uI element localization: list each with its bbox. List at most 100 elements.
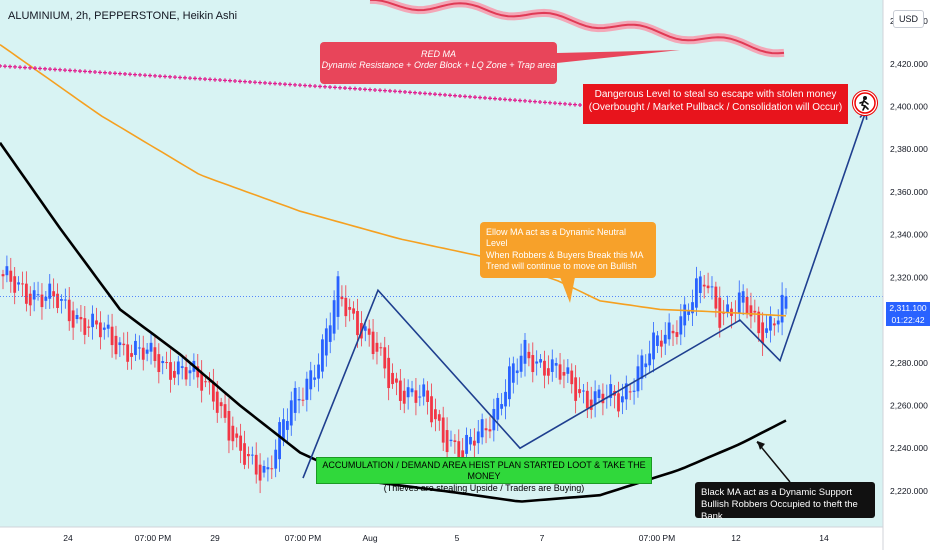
pink-ma-marker — [198, 76, 202, 81]
candle — [250, 454, 254, 456]
accumulation-annotation[interactable]: ACCUMULATION / DEMAND AREA HEIST PLAN ST… — [316, 457, 652, 493]
black-ma-line-1: Black MA act as a Dynamic Support — [701, 487, 853, 498]
price-axis[interactable] — [883, 0, 932, 550]
candle — [406, 387, 410, 398]
candle — [313, 377, 317, 380]
pink-ma-marker — [543, 100, 547, 105]
y-tick-label: 2,360.000 — [890, 187, 928, 197]
pink-ma-marker — [443, 92, 447, 97]
candle — [278, 422, 281, 460]
candle — [543, 360, 546, 376]
candle — [391, 372, 394, 385]
pink-ma-marker — [213, 77, 217, 82]
last-price-value: 2,311.100 — [889, 303, 927, 313]
danger-level-annotation[interactable]: Dangerous Level to steal so escape with … — [583, 84, 848, 124]
pink-ma-marker — [383, 88, 387, 93]
candle — [24, 283, 28, 304]
pink-ma-marker — [238, 79, 242, 84]
candle — [593, 391, 597, 405]
candle — [352, 308, 355, 314]
candle — [297, 399, 301, 401]
pink-ma-marker — [358, 87, 362, 92]
candle — [36, 294, 40, 296]
x-tick-label: Aug — [362, 533, 377, 543]
candle — [173, 370, 176, 378]
pink-ma-marker — [23, 65, 27, 70]
pink-ma-marker — [333, 85, 337, 90]
candle — [169, 362, 172, 380]
thief-icon — [852, 90, 878, 116]
candle — [765, 328, 768, 333]
candle — [679, 316, 683, 335]
pink-ma-marker — [153, 73, 157, 78]
candle — [395, 378, 398, 383]
candle — [457, 441, 461, 460]
candle — [780, 294, 784, 323]
pink-ma-marker — [513, 98, 517, 103]
danger-line-2: (Overbought / Market Pullback / Consolid… — [588, 101, 843, 113]
candle — [188, 370, 192, 374]
candle — [83, 318, 87, 335]
candle — [141, 347, 145, 360]
candle — [371, 331, 375, 355]
pink-ma-marker — [38, 66, 42, 71]
pink-ma-marker — [558, 101, 562, 106]
red-ma-text: Dynamic Resistance + Order Block + LQ Zo… — [321, 60, 556, 71]
candle — [523, 339, 527, 364]
candle — [375, 342, 379, 352]
time-axis[interactable] — [0, 527, 932, 550]
pink-ma-marker — [43, 66, 47, 71]
pink-ma-marker — [573, 102, 577, 107]
candle — [445, 430, 449, 453]
candle — [710, 286, 714, 288]
currency-label[interactable]: USD — [893, 10, 925, 28]
pink-ma-marker — [33, 66, 37, 71]
candle — [5, 266, 9, 276]
candle — [430, 396, 433, 423]
pink-ma-marker — [533, 99, 537, 104]
yellow-ma-line-3: Trend will continue to move on Bullish — [486, 260, 637, 271]
symbol-title[interactable]: ALUMINIUM, 2h, PEPPERSTONE, Heikin Ashi — [8, 10, 238, 22]
candle — [262, 466, 266, 473]
pink-ma-marker — [493, 96, 497, 101]
black-ma-annotation[interactable]: Black MA act as a Dynamic Support Bullis… — [695, 482, 875, 522]
x-tick-label: 07:00 PM — [285, 533, 321, 543]
candle — [95, 320, 98, 325]
candle — [340, 296, 344, 300]
candle — [546, 368, 550, 376]
candle — [63, 299, 67, 301]
candle — [48, 283, 52, 299]
candle — [102, 327, 106, 330]
pink-ma-marker — [378, 88, 382, 93]
pink-ma-marker — [453, 93, 457, 98]
red-ma-annotation[interactable]: RED MA Dynamic Resistance + Order Block … — [320, 42, 557, 84]
pink-ma-marker — [18, 65, 22, 70]
candle — [589, 399, 593, 410]
candle — [258, 464, 262, 481]
pink-ma-marker — [173, 75, 177, 80]
y-tick-label: 2,320.000 — [890, 272, 928, 282]
yellow-ma-annotation[interactable]: Ellow MA act as a Dynamic Neutral Level … — [480, 222, 656, 278]
pink-ma-marker — [318, 84, 322, 89]
pink-ma-marker — [298, 83, 302, 88]
candle — [632, 390, 636, 392]
pink-ma-marker — [73, 68, 77, 73]
candle — [348, 306, 352, 310]
candle — [356, 311, 359, 336]
pink-ma-marker — [83, 69, 87, 74]
pink-ma-marker — [0, 63, 2, 68]
candle — [726, 304, 729, 313]
candle — [772, 323, 776, 326]
pink-ma-marker — [278, 81, 282, 86]
pink-ma-marker — [93, 70, 97, 75]
x-tick-label: 14 — [819, 533, 829, 543]
candle — [153, 347, 157, 362]
pink-ma-marker — [58, 67, 62, 72]
pink-ma-marker — [468, 94, 472, 99]
candle — [652, 332, 655, 360]
pink-ma-marker — [393, 89, 397, 94]
candle — [667, 322, 671, 340]
candle — [472, 440, 476, 446]
x-tick-labels: 24 07:00 PM 29 07:00 PM Aug 5 7 07:00 PM 12 14 — [63, 533, 829, 543]
candle — [453, 440, 457, 442]
